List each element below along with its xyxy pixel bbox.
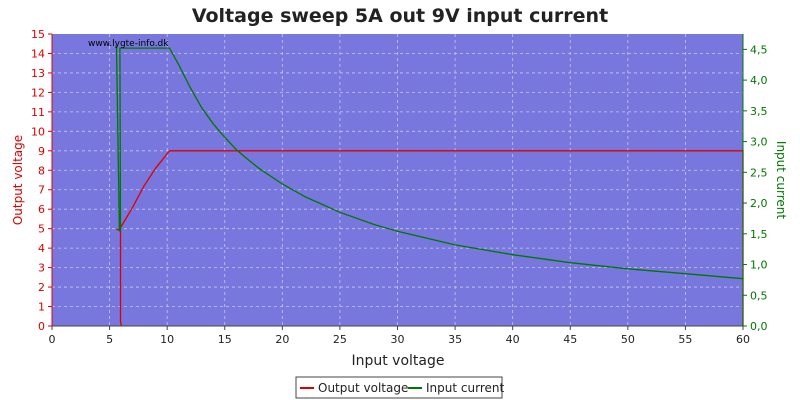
watermark: www.lygte-info.dk: [88, 39, 169, 49]
y-left-tick-label: 0: [38, 320, 45, 333]
x-ticks: 0 5 10 15 20 25 30 35 40 45 50 55 60: [49, 326, 750, 346]
x-tick-label: 20: [275, 333, 289, 346]
series-line-output-voltage: [115, 150, 744, 326]
y-left-tick-label: 7: [38, 184, 45, 197]
y-right-tick-label: 4,0: [750, 74, 768, 87]
y-right-tick-label: 2,5: [750, 166, 768, 179]
y-right-tick-label: 3,5: [750, 105, 768, 118]
y-left-tick-label: 14: [31, 47, 45, 60]
legend-box: [295, 376, 503, 399]
legend: Output voltage Input current: [295, 376, 504, 399]
y-left-tick-label: 12: [31, 86, 45, 99]
series-line-input-current: [115, 45, 744, 280]
y-left-tick-label: 6: [38, 203, 45, 216]
y-left-axis-label: Output voltage: [11, 135, 25, 225]
y-right-tick-label: 1,0: [750, 259, 768, 272]
x-tick-label: 30: [391, 333, 405, 346]
y-right-tick-label: 4,5: [750, 43, 768, 56]
x-tick-label: 35: [448, 333, 462, 346]
x-tick-label: 60: [736, 333, 750, 346]
y-left-tick-label: 5: [38, 223, 45, 236]
y-right-tick-label: 0,5: [750, 289, 768, 302]
y-right-tick-label: 3,0: [750, 136, 768, 149]
y-right-axis-label: Input current: [774, 141, 788, 219]
y-right-tick-label: 2,0: [750, 197, 768, 210]
x-tick-label: 15: [218, 333, 232, 346]
chart-title: Voltage sweep 5A out 9V input current: [192, 5, 608, 27]
x-tick-label: 5: [106, 333, 113, 346]
x-axis-label: Input voltage: [351, 353, 444, 369]
y-right-tick-label: 0,0: [750, 320, 768, 333]
x-tick-label: 10: [160, 333, 174, 346]
y-left-tick-label: 8: [38, 164, 45, 177]
x-tick-label: 45: [563, 333, 577, 346]
y-left-tick-label: 1: [38, 301, 45, 314]
legend-label-output-voltage: Output voltage: [318, 381, 408, 395]
y-left-tick-label: 3: [38, 262, 45, 275]
x-tick-label: 55: [678, 333, 692, 346]
y-left-tick-label: 2: [38, 281, 45, 294]
legend-label-input-current: Input current: [426, 381, 504, 395]
y-right-tick-label: 1,5: [750, 228, 768, 241]
y-left-tick-label: 4: [38, 242, 45, 255]
y-left-tick-label: 13: [31, 67, 45, 80]
y-left-tick-label: 10: [31, 125, 45, 138]
grid: [52, 34, 743, 326]
x-tick-label: 40: [506, 333, 520, 346]
y-left-tick-label: 15: [31, 28, 45, 41]
x-tick-label: 0: [49, 333, 56, 346]
y-right-ticks: 0,0 0,5 1,0 1,5 2,0 2,5 3,0 3,5 4,0 4,5: [743, 43, 768, 333]
x-tick-label: 25: [333, 333, 347, 346]
series-layer: [115, 45, 744, 326]
x-tick-label: 50: [621, 333, 635, 346]
y-left-tick-label: 11: [31, 106, 45, 119]
y-left-tick-label: 9: [38, 145, 45, 158]
